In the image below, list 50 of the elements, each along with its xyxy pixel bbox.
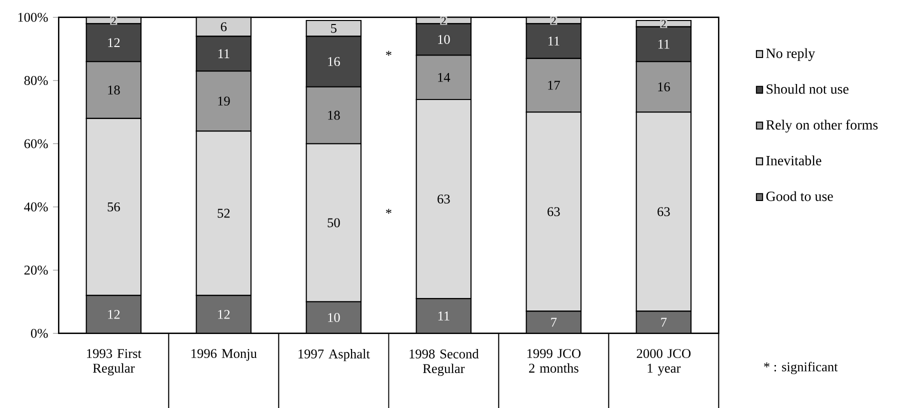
data-label: 63 [658, 207, 670, 216]
data-label: 11 [658, 40, 670, 49]
annotation: * [386, 208, 392, 214]
data-label: 2 [661, 20, 666, 28]
legend-label: Good to use [766, 191, 833, 202]
data-label: 7 [661, 318, 667, 327]
x-tick-label: 1997 Asphalt [298, 349, 370, 362]
data-label: 14 [438, 72, 450, 82]
data-label: 18 [328, 110, 340, 120]
x-tick-label: 1993 First Regular [87, 349, 142, 376]
legend-label: Rely on other forms [766, 120, 878, 133]
legend-label: No reply [766, 48, 816, 61]
y-tick-label: 40% [24, 202, 48, 212]
y-tick-label: 0% [31, 328, 48, 338]
legend-label: Should not use [766, 84, 848, 94]
data-label: 19 [218, 96, 230, 106]
data-label: 6 [220, 22, 227, 32]
y-tick-label: 100% [18, 12, 48, 22]
data-label: 10 [438, 34, 450, 44]
x-tick-label: 2000 JCO 1 year [636, 349, 691, 376]
x-tick-label: 1999 JCO 2 months [527, 349, 581, 373]
data-label: 63 [438, 194, 450, 204]
data-label: 12 [108, 38, 120, 48]
data-label: 17 [548, 80, 560, 90]
data-label: 63 [548, 207, 560, 216]
data-label: 10 [328, 313, 340, 322]
y-tick-label: 80% [24, 76, 48, 86]
y-tick-label: 60% [24, 139, 48, 148]
data-label: 11 [548, 36, 560, 46]
data-label: 2 [111, 16, 116, 24]
data-label: 2 [551, 16, 556, 24]
y-tick-label: 20% [24, 266, 48, 275]
data-label: 7 [551, 318, 557, 327]
data-label: 16 [328, 57, 340, 66]
data-label: 18 [108, 86, 120, 95]
data-label: 12 [108, 310, 120, 319]
data-label: 11 [218, 49, 230, 58]
data-label: 12 [218, 310, 230, 319]
data-label: 56 [108, 202, 120, 212]
annotation: * [386, 50, 392, 56]
data-label: 52 [218, 208, 230, 218]
x-tick-label: 1998 Second Regular [410, 349, 479, 376]
x-tick-label: 1996 Monju [192, 349, 257, 361]
text: * : significant [764, 362, 838, 374]
data-label: 2 [441, 16, 446, 24]
data-label: 50 [328, 218, 340, 228]
data-label: 16 [658, 82, 670, 92]
data-label: 5 [331, 24, 336, 33]
data-label: 11 [438, 312, 450, 320]
legend-label: Inevitable [766, 156, 822, 166]
